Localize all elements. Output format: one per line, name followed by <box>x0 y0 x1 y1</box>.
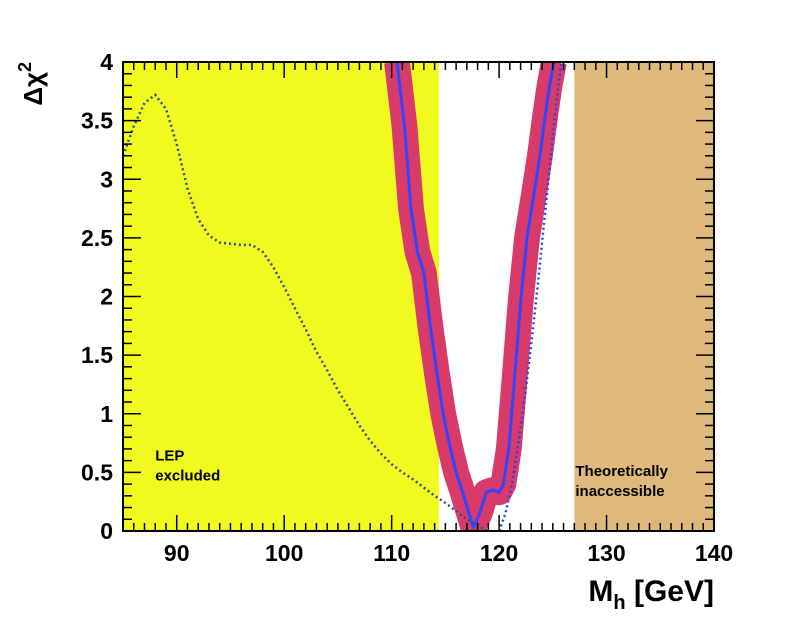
y-axis-title: Δχ2 <box>15 62 48 106</box>
x-axis-title-symbol: M <box>588 575 613 608</box>
region-label-lep-excluded: LEP <box>155 448 184 465</box>
x-tick-label: 90 <box>164 540 190 566</box>
x-axis-title-subscript: h <box>613 592 625 614</box>
lines-layer <box>123 62 563 531</box>
x-tick-label: 110 <box>373 540 410 566</box>
y-tick-label: 2.5 <box>81 225 113 251</box>
x-tick-label: 100 <box>265 540 303 566</box>
y-tick-label: 3 <box>100 166 113 192</box>
labels-layer: 90 100 110 120 130 140 0 0.5 1 1.5 2 2.5 3 3.5 4 Mh [Ge… <box>15 49 733 614</box>
regions-layer <box>123 62 714 531</box>
y-tick-label: 1 <box>100 401 113 427</box>
blue-dotted-right-branch-line <box>497 62 563 531</box>
y-tick-label: 0.5 <box>81 459 113 485</box>
y-tick-label: 3.5 <box>81 108 113 134</box>
region-label-theoretically-inaccessible: inaccessible <box>575 483 664 500</box>
region-label-theoretically-inaccessible: Theoretically <box>575 463 668 480</box>
y-tick-label: 1.5 <box>81 342 113 368</box>
ticks-layer <box>122 61 715 532</box>
x-axis-title-unit: [GeV] <box>626 575 714 608</box>
x-axis-title: Mh [GeV] <box>588 575 714 614</box>
y-axis-title-superscript: 2 <box>15 62 35 72</box>
y-tick-label: 0 <box>100 518 113 544</box>
y-tick-label: 2 <box>100 284 113 310</box>
fit-without-theory-uncertainty-line <box>123 93 489 531</box>
x-tick-label: 130 <box>587 540 625 566</box>
x-tick-label: 120 <box>480 540 518 566</box>
fit-curve-line <box>395 62 556 529</box>
y-tick-label: 4 <box>100 49 113 75</box>
region-theoretically-inaccessible <box>574 62 714 531</box>
region-label-lep-excluded: excluded <box>155 468 220 485</box>
y-axis-title-symbol: Δχ <box>18 72 48 106</box>
x-tick-label: 140 <box>695 540 733 566</box>
